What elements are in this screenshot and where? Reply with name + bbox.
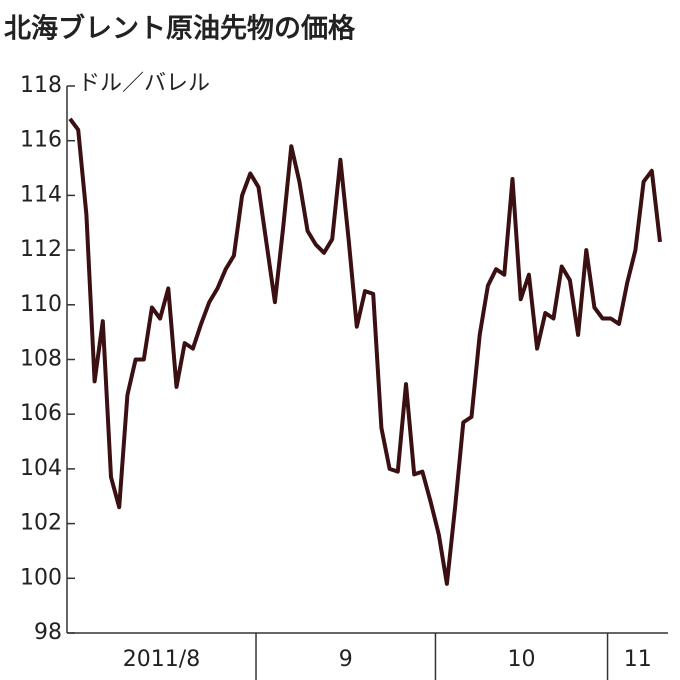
- y-tick-label: 116: [20, 128, 62, 153]
- x-tick-label: 2011/8: [123, 647, 200, 672]
- x-tick-label: 9: [339, 647, 353, 672]
- x-tick-label: 10: [508, 647, 536, 672]
- y-tick-label: 106: [20, 401, 62, 426]
- y-tick-label: 112: [20, 237, 62, 262]
- unit-label: ドル／バレル: [78, 71, 210, 96]
- y-tick-label: 110: [20, 292, 62, 317]
- y-tick-label: 118: [20, 73, 62, 98]
- chart-title: 北海ブレント原油先物の価格: [4, 13, 356, 45]
- y-tick-label: 104: [20, 456, 62, 481]
- x-tick-label: 11: [624, 647, 652, 672]
- y-tick-label: 100: [20, 565, 62, 590]
- y-tick-label: 102: [20, 511, 62, 536]
- y-tick-label: 98: [34, 620, 62, 645]
- y-tick-label: 108: [20, 347, 62, 372]
- y-tick-label: 114: [20, 182, 62, 207]
- price-line: [68, 117, 662, 586]
